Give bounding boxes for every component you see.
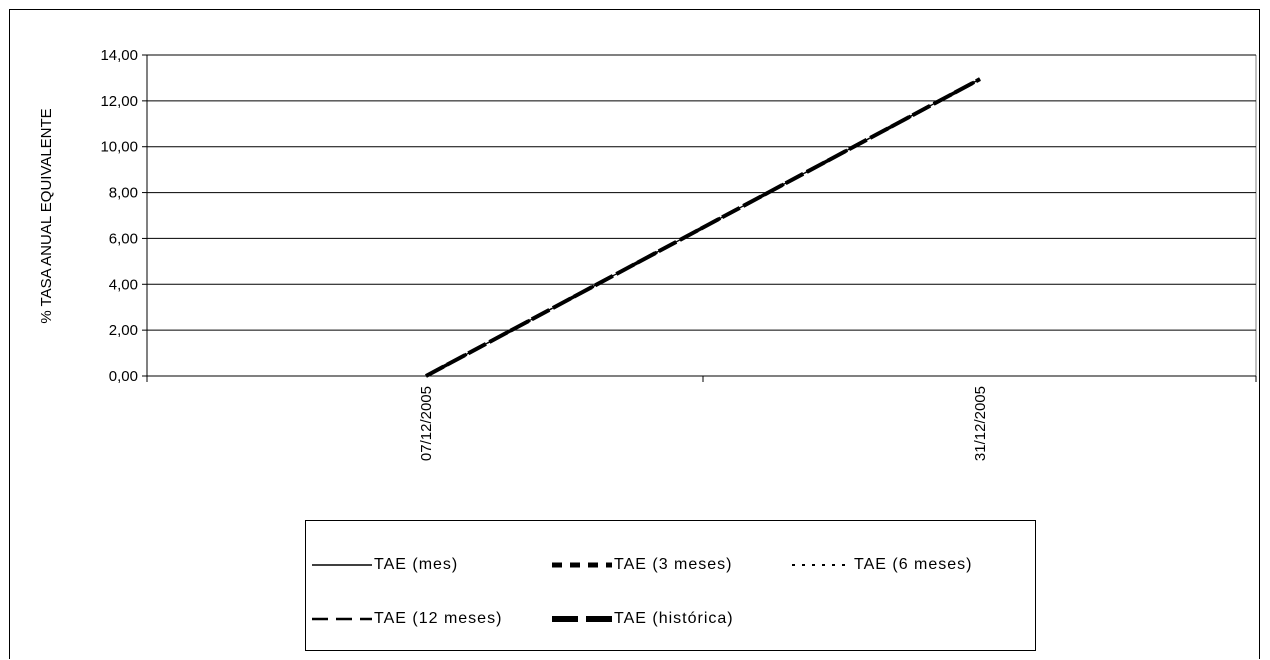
legend-item-tae-3-meses: TAE (3 meses) [552,555,733,575]
y-tick-label: 12,00 [100,93,138,110]
y-tick-label: 6,00 [109,230,138,247]
legend-swatch-solid-thin [312,564,372,566]
series-line-5 [425,77,981,378]
chart-frame [9,9,1260,659]
legend-item-tae-6-meses: TAE (6 meses) [792,555,973,575]
legend-item-tae-historica: TAE (histórica) [552,609,734,629]
legend-item-tae-12-meses: TAE (12 meses) [312,609,502,629]
y-tick-label: 0,00 [109,368,138,385]
legend: TAE (mes) TAE (3 meses) TAE (6 meses) TA… [305,520,1036,651]
legend-swatch-long-dash [312,617,372,621]
legend-item-tae-mes: TAE (mes) [312,555,458,575]
legend-swatch-solid-thick-dash [552,616,612,622]
legend-label: TAE (mes) [374,556,459,573]
legend-label: TAE (12 meses) [374,610,503,627]
legend-label: TAE (3 meses) [614,556,733,573]
y-tick-label: 14,00 [100,47,138,64]
legend-swatch-dotted [792,564,852,566]
y-tick-label: 4,00 [109,276,138,293]
axes: 0,00 2,00 4,00 6,00 8,00 10,00 12,00 14,00 07/12… [100,47,1257,461]
y-tick-label: 2,00 [109,322,138,339]
x-tick-label: 07/12/2005 [418,386,435,461]
legend-label: TAE (histórica) [614,610,734,627]
y-axis-label: % TASA ANUAL EQUIVALENTE [38,108,55,323]
legend-swatch-dashed-thick [552,562,612,568]
y-tick-label: 10,00 [100,139,138,156]
gridlines [147,54,1257,376]
y-tick-label: 8,00 [109,185,138,202]
legend-label: TAE (6 meses) [854,556,973,573]
series-lines [425,77,981,378]
x-tick-label: 31/12/2005 [972,386,989,461]
